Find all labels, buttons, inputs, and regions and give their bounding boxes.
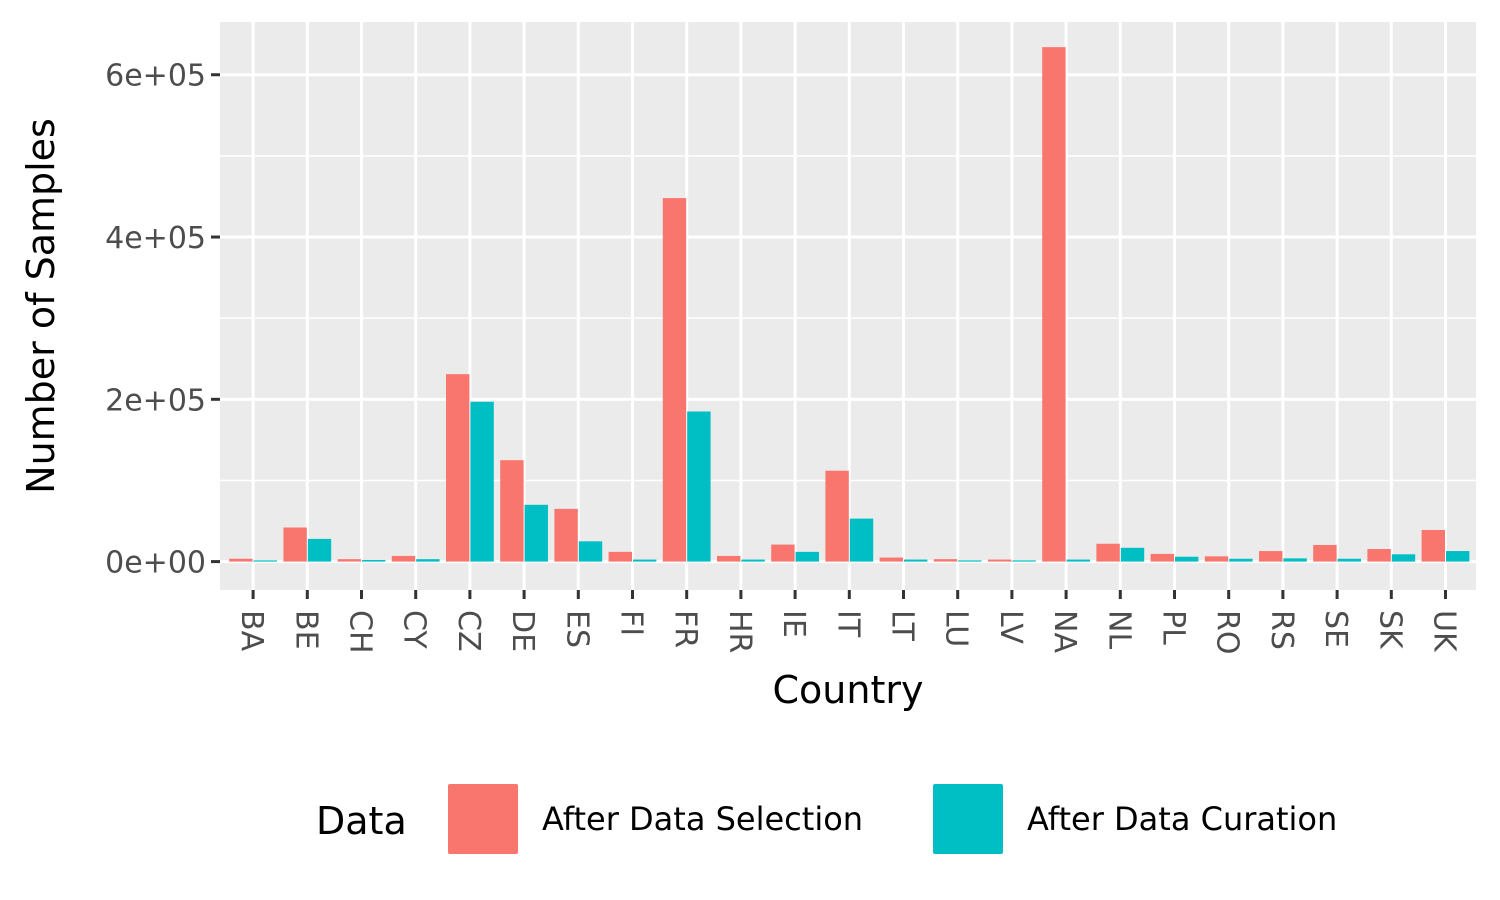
bar <box>1337 558 1361 562</box>
x-tick-label: SK <box>1372 610 1407 650</box>
bar <box>879 557 903 562</box>
x-tick-label: ES <box>559 610 594 648</box>
bar <box>1012 560 1036 562</box>
bar <box>958 560 982 562</box>
x-tick-label: CZ <box>451 610 486 652</box>
bar <box>717 555 741 562</box>
bar <box>229 558 253 562</box>
bar <box>771 544 795 562</box>
legend-title: Data <box>316 799 407 843</box>
y-axis: 0e+00 2e+05 4e+05 6e+05 <box>105 59 220 581</box>
legend-label-after-data-selection: After Data Selection <box>542 800 863 838</box>
x-axis: BA BE CH CY CZ DE ES FI FR HR IE IT LT LU LV NA NL PL RO RS… <box>234 590 1462 654</box>
grid-major <box>220 22 1476 590</box>
legend-label-after-data-curation: After Data Curation <box>1027 800 1337 838</box>
bar <box>849 518 874 562</box>
x-tick-label: CH <box>343 610 378 654</box>
y-tick-label: 2e+05 <box>105 383 206 418</box>
x-tick-label: LU <box>939 610 974 647</box>
y-axis-title: Number of Samples <box>19 118 63 494</box>
x-tick-label: HR <box>722 610 757 653</box>
bar <box>988 559 1012 562</box>
legend: Data After Data Selection After Data Cur… <box>316 784 1337 854</box>
bar <box>283 527 307 562</box>
bar <box>687 411 711 562</box>
bar <box>1096 543 1120 562</box>
x-axis-title: Country <box>773 668 924 712</box>
bar <box>1446 551 1470 562</box>
bar <box>362 559 386 562</box>
legend-key-after-data-curation <box>933 784 1003 854</box>
bar <box>741 559 765 562</box>
bar <box>1120 547 1145 562</box>
bar <box>1313 544 1337 562</box>
bar <box>1175 556 1199 562</box>
x-tick-label: PL <box>1156 610 1191 645</box>
bar <box>524 504 548 562</box>
bar <box>1259 551 1283 562</box>
bars <box>229 47 1470 562</box>
x-tick-label: BE <box>288 610 323 650</box>
x-tick-label: SE <box>1318 610 1353 648</box>
y-tick-label: 4e+05 <box>105 221 206 256</box>
bar <box>416 559 440 562</box>
y-tick-label: 0e+00 <box>105 546 206 581</box>
bar <box>554 508 578 562</box>
bar <box>1283 558 1307 562</box>
bar <box>633 559 657 562</box>
bar <box>825 470 849 562</box>
bar <box>904 559 928 562</box>
x-tick-label: LT <box>885 610 920 642</box>
x-tick-label: CY <box>397 610 432 649</box>
bar <box>1229 558 1253 562</box>
bar <box>391 555 416 562</box>
bar <box>307 538 332 562</box>
x-tick-label: FI <box>614 610 649 636</box>
x-tick-label: RO <box>1210 610 1245 654</box>
x-tick-label: BA <box>234 610 269 652</box>
bar <box>578 541 603 562</box>
bar <box>470 401 494 562</box>
bar <box>1066 559 1090 562</box>
x-tick-label: RS <box>1264 610 1299 650</box>
bar <box>933 559 958 562</box>
bar <box>795 551 819 562</box>
bar <box>337 559 361 562</box>
bar <box>1421 529 1445 562</box>
bar <box>1367 549 1391 562</box>
bar <box>1150 553 1174 562</box>
x-tick-label: NL <box>1101 610 1136 649</box>
bar <box>1391 554 1416 562</box>
x-tick-label: FR <box>668 610 703 648</box>
bar <box>1042 47 1066 562</box>
x-tick-label: UK <box>1427 610 1462 653</box>
x-tick-label: LV <box>993 610 1028 644</box>
bar <box>446 374 470 562</box>
bar <box>662 198 687 562</box>
x-tick-label: IT <box>830 610 865 638</box>
bar <box>1204 556 1229 562</box>
x-tick-label: IE <box>776 610 811 638</box>
bar <box>608 551 632 562</box>
y-tick-label: 6e+05 <box>105 59 206 94</box>
bar <box>500 460 524 562</box>
bar <box>253 560 277 562</box>
legend-key-after-data-selection <box>448 784 518 854</box>
x-tick-label: DE <box>505 610 540 652</box>
x-tick-label: NA <box>1047 610 1082 653</box>
